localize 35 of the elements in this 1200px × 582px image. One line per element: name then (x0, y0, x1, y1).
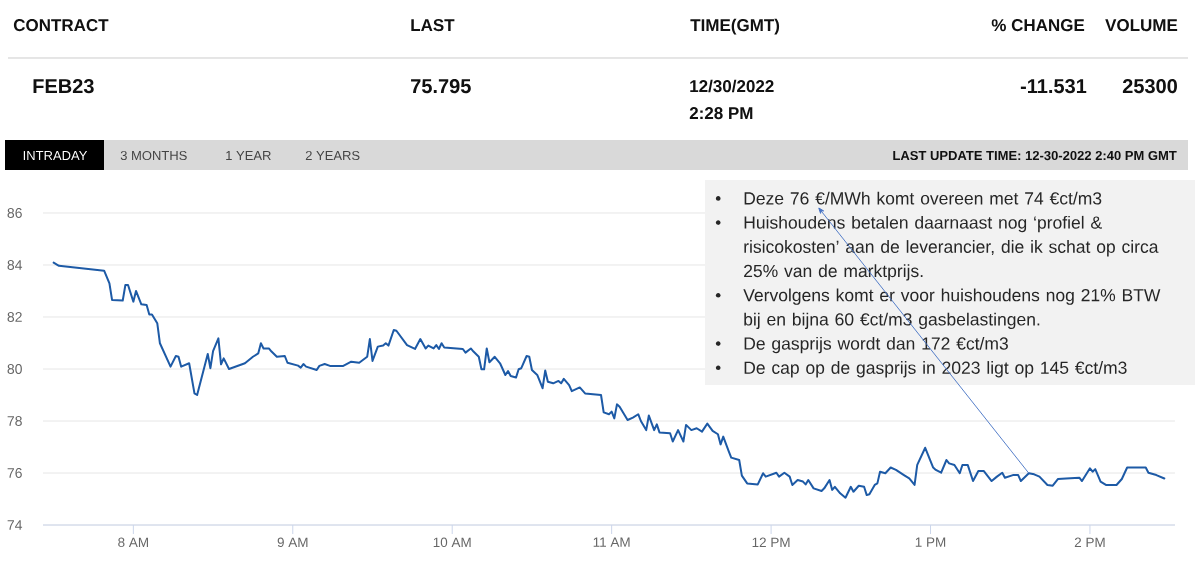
x-tick-label: 9 AM (277, 537, 308, 548)
text: FEB23 (33, 79, 94, 94)
text: INTRADAY (23, 151, 88, 160)
text: 25300 (1122, 79, 1177, 94)
text: TIME(GMT) (690, 18, 780, 35)
y-tick-label: 80 (7, 364, 22, 374)
annotation: Vervolgens komt er voor huishoudens nog 21% BTW bij en bijna 60 €ct/m3 gasbelastingen. (743, 288, 1161, 329)
text: -11.531 (1020, 79, 1087, 94)
text: 3 MONTHS (120, 150, 187, 161)
x-tick-label: 10 AM (433, 537, 471, 548)
text: LAST (411, 19, 455, 32)
annotation: De gasprijs wordt dan 172 €ct/m3 (744, 336, 1008, 354)
text: LAST UPDATE TIME: 12-30-2022 2:40 PM GMT (893, 150, 1177, 161)
x-tick-label: 8 AM (118, 537, 148, 548)
text: 75.795 (411, 79, 471, 94)
x-tick-label: 2 PM (1074, 537, 1105, 547)
y-tick-label: 74 (7, 520, 23, 530)
y-tick-label: 84 (7, 260, 23, 270)
y-tick-label: 82 (7, 312, 22, 322)
text: % CHANGE (991, 19, 1085, 32)
text: 2:28 PM (689, 107, 753, 120)
y-tick-label: 86 (7, 208, 22, 218)
annotation: Huishoudens betalen daarnaast nog ‘profiel & risicokosten’ aan de leverancier, die ik schat op circa 25% van de marktprijs. (744, 215, 1159, 281)
annotation: De cap op de gasprijs in 2023 ligt op 145 €ct/m3 (744, 361, 1127, 378)
text: CONTRACT (13, 19, 109, 32)
annotation: Deze 76 €/MWh komt overeen met 74 €ct/m3 (744, 191, 1102, 205)
x-tick-label: 11 AM (593, 537, 630, 547)
text: 1 YEAR (226, 151, 271, 160)
x-tick-label: 1 PM (915, 537, 946, 547)
y-tick-label: 78 (7, 416, 22, 426)
y-tick-label: 76 (7, 468, 22, 478)
x-tick-label: 12 PM (752, 537, 790, 547)
text: VOLUME (1105, 19, 1178, 32)
text: 12/30/2022 (690, 79, 774, 93)
text: 2 YEARS (305, 150, 360, 161)
